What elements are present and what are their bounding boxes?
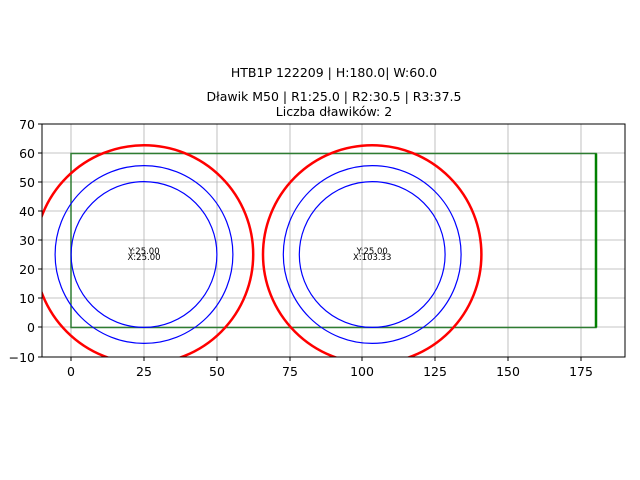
axes-frame <box>41 123 626 358</box>
y-tick-40: 40 <box>19 204 35 219</box>
circle1-r3 <box>42 144 255 357</box>
circle1-label-y: Y:25.00 <box>127 247 159 257</box>
y-tick-10: 10 <box>19 291 35 306</box>
x-tick-75: 75 <box>282 364 298 379</box>
y-axis <box>38 123 42 358</box>
x-tick-175: 175 <box>569 364 593 379</box>
circle2-r2 <box>282 165 462 345</box>
circle1-r1 <box>70 181 218 329</box>
x-tick-0: 0 <box>67 364 75 379</box>
x-tick-100: 100 <box>350 364 374 379</box>
circle1-r2 <box>54 165 234 345</box>
y-tick-30: 30 <box>19 233 35 248</box>
x-axis <box>70 357 582 361</box>
y-tick-minus10: −10 <box>9 350 35 365</box>
circle2-label-x: X:103.33 <box>353 253 391 263</box>
y-tick-50: 50 <box>19 175 35 190</box>
x-tick-125: 125 <box>423 364 447 379</box>
x-tick-50: 50 <box>209 364 225 379</box>
y-tick-70: 70 <box>19 117 35 132</box>
chart-title-line2: Dławik M50 | R1:25.0 | R2:30.5 | R3:37.5 <box>206 89 462 104</box>
chart-title-line1: HTB1P 122209 | H:180.0| W:60.0 <box>230 65 438 80</box>
x-tick-150: 150 <box>496 364 520 379</box>
enclosure-rectangle <box>70 152 597 329</box>
y-tick-0: 0 <box>27 320 35 335</box>
circle2-label-y: Y:25.00 <box>356 247 388 257</box>
y-tick-60: 60 <box>19 146 35 161</box>
grid <box>42 124 625 357</box>
circle1-label-x: X:25.00 <box>127 253 160 263</box>
y-tick-20: 20 <box>19 262 35 277</box>
chart-title-line3: Liczba dławików: 2 <box>275 104 393 119</box>
x-tick-25: 25 <box>136 364 152 379</box>
circle2-r1 <box>298 181 446 329</box>
circle2-r3 <box>261 144 483 357</box>
